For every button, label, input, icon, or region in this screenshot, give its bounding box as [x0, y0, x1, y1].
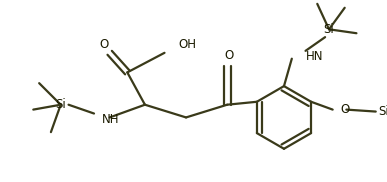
Text: O: O	[224, 49, 234, 62]
Text: O: O	[341, 103, 350, 116]
Text: Si: Si	[378, 105, 387, 118]
Text: Si: Si	[55, 98, 66, 111]
Text: HN: HN	[305, 50, 323, 63]
Text: OH: OH	[178, 38, 196, 52]
Text: Si: Si	[324, 23, 334, 36]
Text: NH: NH	[102, 113, 119, 126]
Text: O: O	[99, 38, 108, 52]
